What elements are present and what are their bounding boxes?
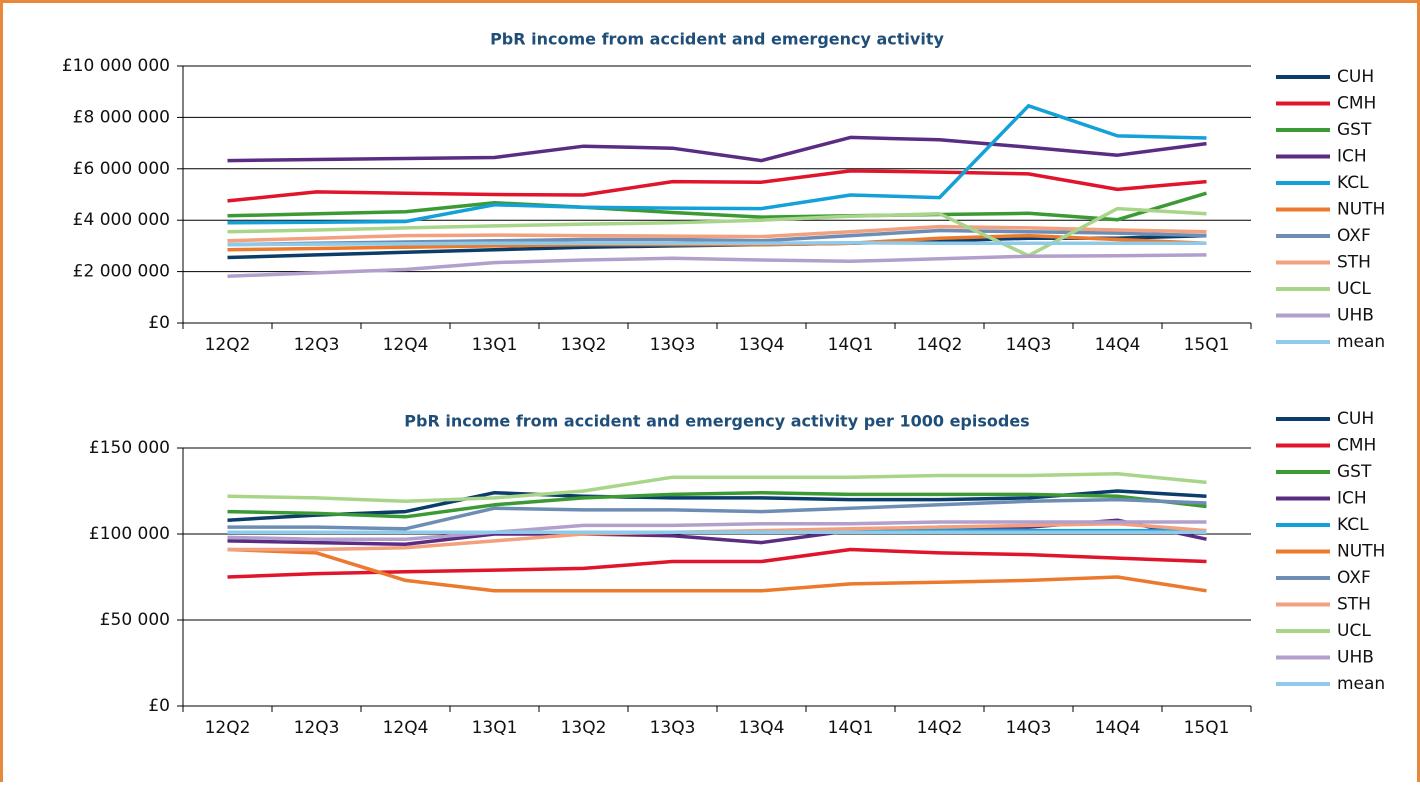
x-tick-label: 14Q3 bbox=[1006, 718, 1052, 738]
series-line bbox=[227, 135, 1207, 163]
series-line bbox=[227, 489, 1207, 522]
x-tick-label: 13Q4 bbox=[739, 718, 785, 738]
x-tick-label: 12Q3 bbox=[294, 718, 340, 738]
series-line bbox=[227, 547, 1207, 593]
legend-label: CUH bbox=[1337, 67, 1374, 87]
series-line bbox=[227, 224, 1207, 243]
x-tick-label: 14Q2 bbox=[917, 335, 963, 355]
y-tick-label: £150 000 bbox=[89, 438, 170, 458]
legend-label: KCL bbox=[1337, 173, 1369, 193]
legend-label: CMH bbox=[1337, 94, 1376, 114]
legend-label: GST bbox=[1337, 120, 1372, 140]
x-tick-label: 14Q4 bbox=[1095, 335, 1141, 355]
x-tick-label: 15Q1 bbox=[1184, 335, 1230, 355]
y-tick-label: £4 000 000 bbox=[73, 210, 170, 230]
x-tick-label: 12Q4 bbox=[383, 718, 429, 738]
y-tick-label: £10 000 000 bbox=[62, 56, 170, 76]
legend-label: OXF bbox=[1337, 568, 1371, 588]
series-line bbox=[227, 490, 1207, 519]
x-tick-label: 13Q3 bbox=[650, 718, 696, 738]
series-line bbox=[227, 472, 1207, 504]
x-tick-label: 12Q2 bbox=[205, 335, 251, 355]
series-line bbox=[227, 104, 1207, 225]
legend-label: UCL bbox=[1337, 621, 1371, 641]
x-tick-label: 14Q4 bbox=[1095, 718, 1141, 738]
x-tick-label: 15Q1 bbox=[1184, 718, 1230, 738]
x-tick-label: 13Q2 bbox=[561, 718, 607, 738]
x-tick-label: 13Q1 bbox=[472, 335, 518, 355]
x-tick-label: 14Q1 bbox=[828, 718, 874, 738]
y-tick-label: £50 000 bbox=[100, 610, 170, 630]
series-line bbox=[227, 169, 1207, 203]
series-line bbox=[227, 253, 1207, 278]
x-tick-label: 13Q2 bbox=[561, 335, 607, 355]
y-tick-label: £0 bbox=[148, 313, 170, 333]
series-line bbox=[227, 520, 1207, 541]
legend-label: mean bbox=[1337, 674, 1385, 694]
x-tick-label: 13Q4 bbox=[739, 335, 785, 355]
series-line bbox=[227, 547, 1207, 579]
legend-label: NUTH bbox=[1337, 200, 1385, 220]
y-tick-label: £6 000 000 bbox=[73, 159, 170, 179]
y-tick-label: £8 000 000 bbox=[73, 107, 170, 127]
legend-label: CMH bbox=[1337, 436, 1376, 456]
series-line bbox=[227, 497, 1207, 531]
legend-label: UHB bbox=[1337, 306, 1374, 326]
chart-title: PbR income from accident and emergency a… bbox=[404, 412, 1029, 431]
legend-label: ICH bbox=[1337, 147, 1367, 167]
x-tick-label: 12Q4 bbox=[383, 335, 429, 355]
y-tick-label: £100 000 bbox=[89, 524, 170, 544]
x-tick-label: 13Q3 bbox=[650, 335, 696, 355]
y-tick-label: £2 000 000 bbox=[73, 262, 170, 282]
x-tick-label: 12Q2 bbox=[205, 718, 251, 738]
chart-title: PbR income from accident and emergency a… bbox=[490, 30, 944, 49]
x-tick-label: 14Q2 bbox=[917, 718, 963, 738]
legend-label: KCL bbox=[1337, 515, 1369, 535]
series-line bbox=[227, 206, 1207, 258]
legend-label: mean bbox=[1337, 332, 1385, 352]
legend-label: GST bbox=[1337, 462, 1372, 482]
x-tick-label: 14Q1 bbox=[828, 335, 874, 355]
legend-label: UCL bbox=[1337, 279, 1371, 299]
legend-label: UHB bbox=[1337, 648, 1374, 668]
series-line bbox=[227, 241, 1207, 247]
x-tick-label: 12Q3 bbox=[294, 335, 340, 355]
x-tick-label: 13Q1 bbox=[472, 718, 518, 738]
series-line bbox=[227, 191, 1207, 222]
legend-label: OXF bbox=[1337, 226, 1371, 246]
legend-label: NUTH bbox=[1337, 542, 1385, 562]
legend-label: STH bbox=[1337, 595, 1371, 615]
legend-label: CUH bbox=[1337, 409, 1374, 429]
legend-label: ICH bbox=[1337, 489, 1367, 509]
legend-label: STH bbox=[1337, 253, 1371, 273]
x-tick-label: 14Q3 bbox=[1006, 335, 1052, 355]
y-tick-label: £0 bbox=[148, 696, 170, 716]
